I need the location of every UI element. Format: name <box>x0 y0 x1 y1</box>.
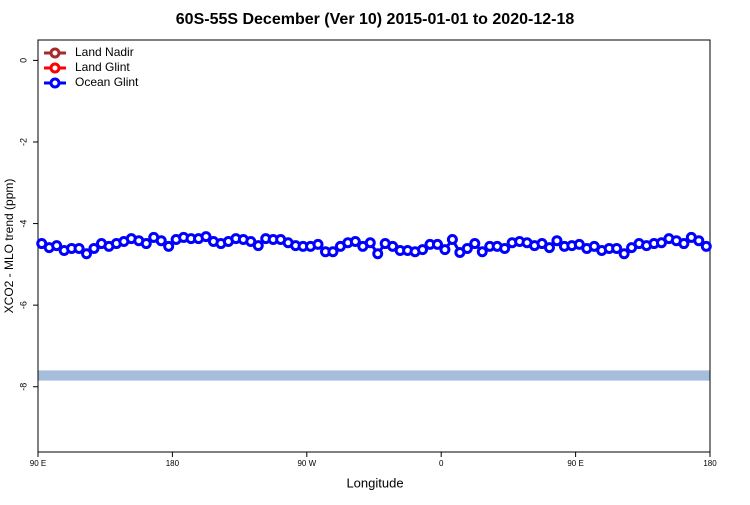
data-point <box>551 235 563 247</box>
data-point <box>155 235 167 247</box>
chart-title: 60S-55S December (Ver 10) 2015-01-01 to … <box>176 11 575 28</box>
y-tick-label: -8 <box>18 383 28 391</box>
data-point <box>73 242 85 254</box>
data-point <box>327 246 339 258</box>
data-point <box>700 240 712 252</box>
data-point <box>372 248 384 260</box>
legend-marker <box>49 47 61 59</box>
legend-label: Ocean Glint <box>75 75 139 89</box>
x-tick-label: 180 <box>703 459 717 468</box>
legend-label: Land Nadir <box>75 45 134 59</box>
data-point <box>678 238 690 250</box>
data-point <box>461 242 473 254</box>
data-point <box>543 242 555 254</box>
legend-label: Land Glint <box>75 60 130 74</box>
x-tick-label: 90 E <box>30 459 46 468</box>
data-point <box>693 235 705 247</box>
x-axis-label: Longitude <box>346 475 403 490</box>
y-tick-label: -4 <box>18 220 28 228</box>
data-point <box>200 231 212 243</box>
data-point <box>476 246 488 258</box>
reference-band <box>38 370 710 381</box>
data-point <box>439 244 451 256</box>
data-point <box>364 237 376 249</box>
data-point <box>431 238 443 250</box>
data-point <box>417 244 429 256</box>
data-point <box>618 248 630 260</box>
data-point <box>349 236 361 248</box>
data-point <box>312 238 324 250</box>
data-point <box>163 240 175 252</box>
data-point <box>88 242 100 254</box>
data-point <box>446 233 458 245</box>
x-tick-label: 90 E <box>567 459 583 468</box>
data-point <box>140 238 152 250</box>
x-tick-label: 0 <box>439 459 444 468</box>
data-point <box>252 240 264 252</box>
data-point <box>611 242 623 254</box>
data-point <box>51 240 63 252</box>
x-tick-label: 90 W <box>297 459 316 468</box>
x-tick-label: 180 <box>166 459 180 468</box>
legend-marker <box>49 62 61 74</box>
data-point <box>469 238 481 250</box>
y-axis-label: XCO2 - MLO trend (ppm) <box>2 179 16 314</box>
data-point <box>81 248 93 260</box>
y-tick-label: -6 <box>18 301 28 309</box>
legend-marker <box>49 77 61 89</box>
y-tick-label: 0 <box>18 58 28 63</box>
y-tick-label: -2 <box>18 138 28 146</box>
data-point <box>499 242 511 254</box>
